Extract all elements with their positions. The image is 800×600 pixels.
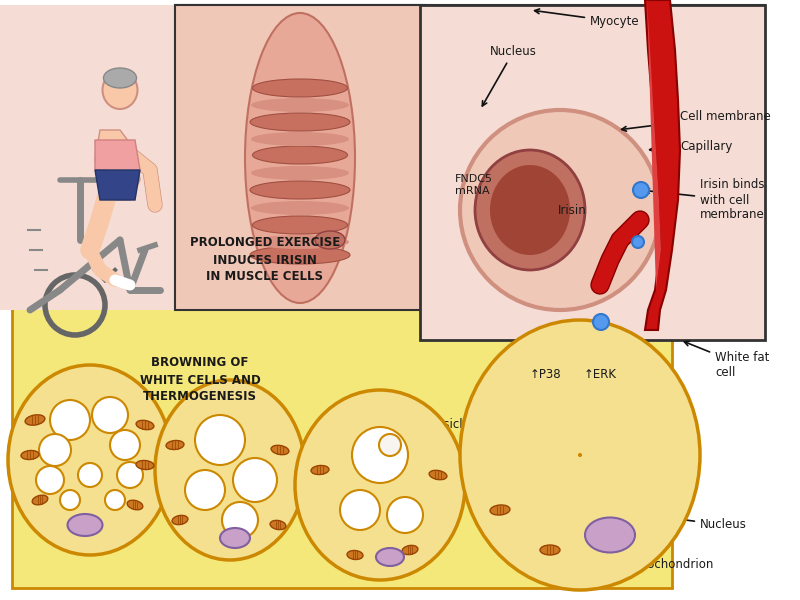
- Text: PROLONGED EXERCISE
INDUCES IRISIN
IN MUSCLE CELLS: PROLONGED EXERCISE INDUCES IRISIN IN MUS…: [190, 236, 340, 283]
- Ellipse shape: [315, 231, 345, 249]
- Ellipse shape: [110, 430, 140, 460]
- Ellipse shape: [233, 458, 277, 502]
- Polygon shape: [645, 0, 680, 330]
- Ellipse shape: [251, 201, 349, 215]
- Ellipse shape: [8, 365, 172, 555]
- Text: Mitochondrion: Mitochondrion: [545, 539, 714, 571]
- Text: White fat
cell: White fat cell: [684, 341, 770, 379]
- Ellipse shape: [136, 421, 154, 430]
- Ellipse shape: [127, 500, 143, 510]
- Ellipse shape: [222, 502, 258, 538]
- Ellipse shape: [387, 497, 423, 533]
- Text: Irisin binds
with cell
membrane: Irisin binds with cell membrane: [645, 179, 765, 221]
- Ellipse shape: [251, 235, 349, 249]
- Ellipse shape: [50, 400, 90, 440]
- Ellipse shape: [632, 236, 644, 248]
- Ellipse shape: [270, 520, 286, 530]
- Ellipse shape: [490, 165, 570, 255]
- Ellipse shape: [253, 216, 347, 234]
- Text: Capillary: Capillary: [650, 140, 732, 153]
- Ellipse shape: [25, 415, 45, 425]
- Text: ↑P38: ↑P38: [529, 368, 561, 382]
- Ellipse shape: [245, 13, 355, 303]
- Ellipse shape: [402, 545, 418, 554]
- Ellipse shape: [92, 397, 128, 433]
- Ellipse shape: [172, 515, 188, 524]
- Ellipse shape: [250, 246, 350, 264]
- Ellipse shape: [295, 390, 465, 580]
- Ellipse shape: [103, 68, 137, 88]
- FancyBboxPatch shape: [175, 5, 765, 310]
- Bar: [0, 5, 180, 310]
- Ellipse shape: [579, 454, 581, 456]
- Ellipse shape: [253, 146, 347, 164]
- Ellipse shape: [593, 314, 609, 330]
- Ellipse shape: [166, 440, 184, 449]
- Polygon shape: [95, 130, 140, 200]
- Ellipse shape: [32, 495, 48, 505]
- Text: Nucleus: Nucleus: [614, 509, 747, 532]
- Ellipse shape: [78, 463, 102, 487]
- Ellipse shape: [460, 110, 660, 310]
- Ellipse shape: [250, 181, 350, 199]
- Ellipse shape: [117, 462, 143, 488]
- Ellipse shape: [21, 451, 39, 460]
- Ellipse shape: [251, 166, 349, 180]
- Ellipse shape: [39, 434, 71, 466]
- Ellipse shape: [379, 434, 401, 456]
- Ellipse shape: [67, 514, 102, 536]
- Ellipse shape: [102, 71, 138, 109]
- Ellipse shape: [585, 517, 635, 553]
- Ellipse shape: [490, 505, 510, 515]
- Text: BROWNING OF
WHITE CELLS AND
THERMOGENESIS: BROWNING OF WHITE CELLS AND THERMOGENESI…: [140, 356, 260, 403]
- Ellipse shape: [60, 490, 80, 510]
- FancyBboxPatch shape: [420, 5, 765, 340]
- Ellipse shape: [251, 132, 349, 146]
- Ellipse shape: [540, 545, 560, 555]
- Ellipse shape: [475, 150, 585, 270]
- Ellipse shape: [155, 380, 305, 560]
- Ellipse shape: [633, 182, 649, 198]
- Ellipse shape: [220, 528, 250, 548]
- Ellipse shape: [347, 550, 363, 560]
- Ellipse shape: [250, 113, 350, 131]
- Text: FNDC5
mRNA: FNDC5 mRNA: [455, 174, 493, 196]
- Ellipse shape: [429, 470, 447, 479]
- Ellipse shape: [376, 548, 404, 566]
- Text: Myocyte: Myocyte: [534, 9, 640, 28]
- Text: Irisin: Irisin: [558, 203, 586, 217]
- FancyBboxPatch shape: [12, 308, 672, 588]
- Ellipse shape: [185, 470, 225, 510]
- Ellipse shape: [251, 98, 349, 112]
- Ellipse shape: [136, 460, 154, 470]
- Polygon shape: [95, 170, 140, 200]
- Ellipse shape: [36, 466, 64, 494]
- Polygon shape: [647, 0, 661, 290]
- Ellipse shape: [195, 415, 245, 465]
- Ellipse shape: [271, 445, 289, 455]
- Text: ↑ERK: ↑ERK: [583, 368, 617, 382]
- Text: Nucleus: Nucleus: [482, 45, 537, 106]
- Polygon shape: [95, 140, 140, 185]
- Ellipse shape: [460, 320, 700, 590]
- Ellipse shape: [311, 466, 329, 475]
- Ellipse shape: [105, 490, 125, 510]
- Text: Cell membrane: Cell membrane: [622, 110, 770, 131]
- Ellipse shape: [352, 427, 408, 483]
- Text: Vesicle: Vesicle: [394, 419, 471, 444]
- Bar: [175, 5, 425, 310]
- Ellipse shape: [340, 490, 380, 530]
- Ellipse shape: [253, 79, 347, 97]
